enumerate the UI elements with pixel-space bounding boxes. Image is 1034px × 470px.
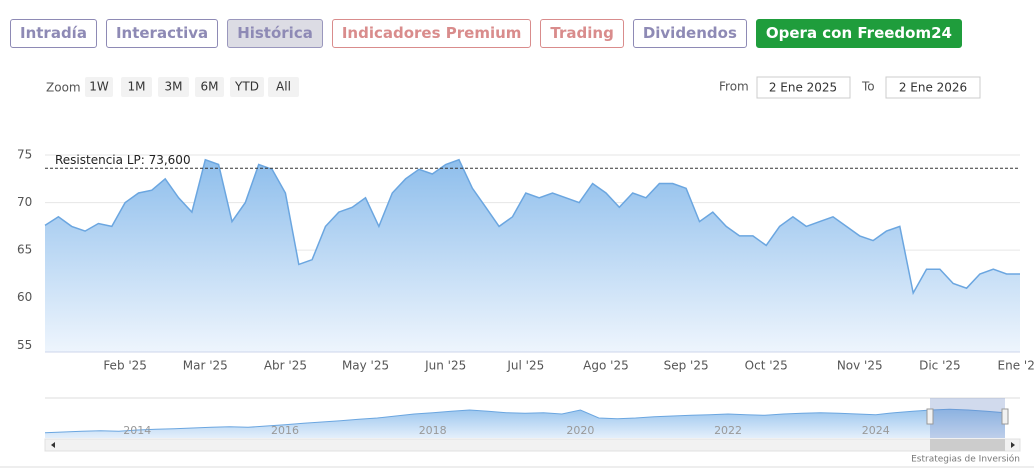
area-fill <box>45 159 1020 352</box>
tab[interactable]: Intradía <box>10 19 97 48</box>
zoom-button[interactable] <box>158 77 189 97</box>
zoom-button-label[interactable]: YTD <box>234 80 259 94</box>
y-tick-label: 55 <box>17 338 32 352</box>
x-tick-label: May '25 <box>342 359 389 373</box>
y-tick-label: 65 <box>17 243 32 257</box>
zoom-label: Zoom <box>46 81 81 95</box>
x-tick-label: Nov '25 <box>837 359 883 373</box>
scroll-left-arrow[interactable] <box>51 442 55 448</box>
to-value[interactable]: 2 Ene 2026 <box>899 81 967 95</box>
to-label: To <box>861 80 875 94</box>
tab[interactable]: Trading <box>540 19 624 48</box>
tab[interactable]: Indicadores Premium <box>331 19 532 48</box>
x-tick-label: Mar '25 <box>183 359 228 373</box>
footer: Estrategias de Inversión <box>911 454 1020 465</box>
nav-handle[interactable] <box>1001 408 1009 425</box>
line <box>44 408 1006 434</box>
scrollbar-track <box>44 438 1021 452</box>
x-tick-label: 2014 <box>123 424 151 437</box>
x-tick-label: Ago '25 <box>583 359 629 373</box>
y-tick-label: 75 <box>17 147 32 161</box>
zoom-button-label[interactable]: 3M <box>165 80 183 94</box>
x-tick-label: Dic '25 <box>919 359 961 373</box>
zoom-button-label[interactable]: 1W <box>89 80 109 94</box>
annotation-label: Resistencia LP: 73,600 <box>55 153 191 167</box>
tab-bar: Intradía Interactiva Histórica Indicadores … <box>10 19 962 48</box>
nav-handle[interactable] <box>926 408 934 425</box>
x-tick-label: 2020 <box>566 424 594 437</box>
zoom-button[interactable] <box>121 77 152 97</box>
y-tick-label: 70 <box>17 195 32 209</box>
x-tick-label: 2016 <box>271 424 299 437</box>
x-tick-label: 2018 <box>419 424 447 437</box>
tab[interactable]: Interactiva <box>105 19 219 48</box>
x-tick-label: 2024 <box>862 424 890 437</box>
x-tick-label: Oct '25 <box>745 359 788 373</box>
zoom-button[interactable] <box>268 77 299 97</box>
tab[interactable]: Dividendos <box>632 19 747 48</box>
zoom-button[interactable] <box>195 77 224 97</box>
area-fill <box>45 409 1005 438</box>
x-tick-label: Ene '26 <box>998 359 1034 373</box>
x-tick-label: Feb '25 <box>103 359 147 373</box>
line <box>44 158 1020 296</box>
x-tick-label: 2022 <box>714 424 742 437</box>
x-tick-label: Jun '25 <box>424 359 466 373</box>
zoom-button-label[interactable]: 1M <box>128 80 146 94</box>
to-input[interactable] <box>885 76 981 99</box>
x-tick-label: Sep '25 <box>664 359 709 373</box>
y-tick-label: 60 <box>17 290 32 304</box>
zoom-button-label[interactable]: 6M <box>201 80 219 94</box>
scroll-right-arrow[interactable] <box>1011 442 1015 448</box>
tab[interactable]: Opera con Freedom24 <box>755 19 962 48</box>
x-tick-label: Abr '25 <box>264 359 307 373</box>
from-value[interactable]: 2 Ene 2025 <box>769 81 837 95</box>
tab[interactable]: Histórica <box>227 19 323 48</box>
from-label: From <box>719 80 749 94</box>
nav-selection <box>930 398 1005 438</box>
zoom-button[interactable] <box>230 77 264 97</box>
scrollbar-thumb[interactable] <box>930 439 1005 451</box>
zoom-button-label[interactable]: All <box>276 80 291 94</box>
x-tick-label: Jul '25 <box>506 359 544 373</box>
zoom-button[interactable] <box>85 77 113 97</box>
from-input[interactable] <box>756 76 851 99</box>
